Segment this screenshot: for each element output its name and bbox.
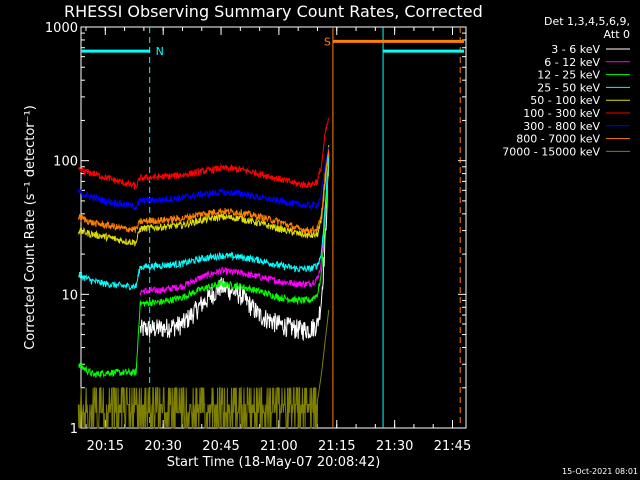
series-line <box>78 154 330 379</box>
x-tick-label: 21:00 <box>260 439 297 454</box>
series-line <box>77 145 330 248</box>
flag-label: S <box>324 35 331 48</box>
legend-entry: 6 - 12 keV <box>544 56 600 69</box>
timestamp: 15-Oct-2021 08:01 <box>562 467 638 476</box>
y-tick-label: 1000 <box>45 21 78 36</box>
legend-header: Det 1,3,4,5,6,9, <box>544 15 630 28</box>
legend-entry: 7000 - 15000 keV <box>502 145 600 158</box>
y-tick-label: 1 <box>70 422 78 437</box>
series-line <box>77 146 330 212</box>
x-tick-label: 21:45 <box>434 439 471 454</box>
series-line <box>77 309 330 429</box>
x-tick-label: 21:30 <box>376 439 413 454</box>
series-line <box>139 155 330 297</box>
chart-title: RHESSI Observing Summary Count Rates, Co… <box>64 2 483 21</box>
legend-entry: 25 - 50 keV <box>537 81 600 94</box>
legend-entry: 100 - 300 keV <box>523 107 600 120</box>
legend-entry: 12 - 25 keV <box>537 69 600 82</box>
flag-label: N <box>156 45 164 58</box>
x-tick-label: 20:45 <box>202 439 239 454</box>
x-tick-label: 20:15 <box>87 439 124 454</box>
series-line <box>78 155 330 291</box>
series-line <box>77 149 330 235</box>
y-tick-label: 100 <box>53 155 78 170</box>
x-tick-label: 20:30 <box>144 439 181 454</box>
y-axis-label: Corrected Count Rate (s⁻¹ detector⁻¹) <box>23 105 38 350</box>
legend-entry: 50 - 100 keV <box>530 94 600 107</box>
x-tick-label: 21:15 <box>318 439 355 454</box>
legend-entry: 3 - 6 keV <box>551 43 600 56</box>
series-line <box>139 153 330 342</box>
y-tick-label: 10 <box>61 288 78 303</box>
plot-frame <box>80 26 467 429</box>
legend-header: Att 0 <box>604 28 630 41</box>
x-axis-label: Start Time (18-May-07 20:08:42) <box>167 455 381 470</box>
legend-entry: 800 - 7000 keV <box>516 133 600 146</box>
legend-entry: 300 - 800 keV <box>523 120 600 133</box>
series-line <box>77 117 330 190</box>
